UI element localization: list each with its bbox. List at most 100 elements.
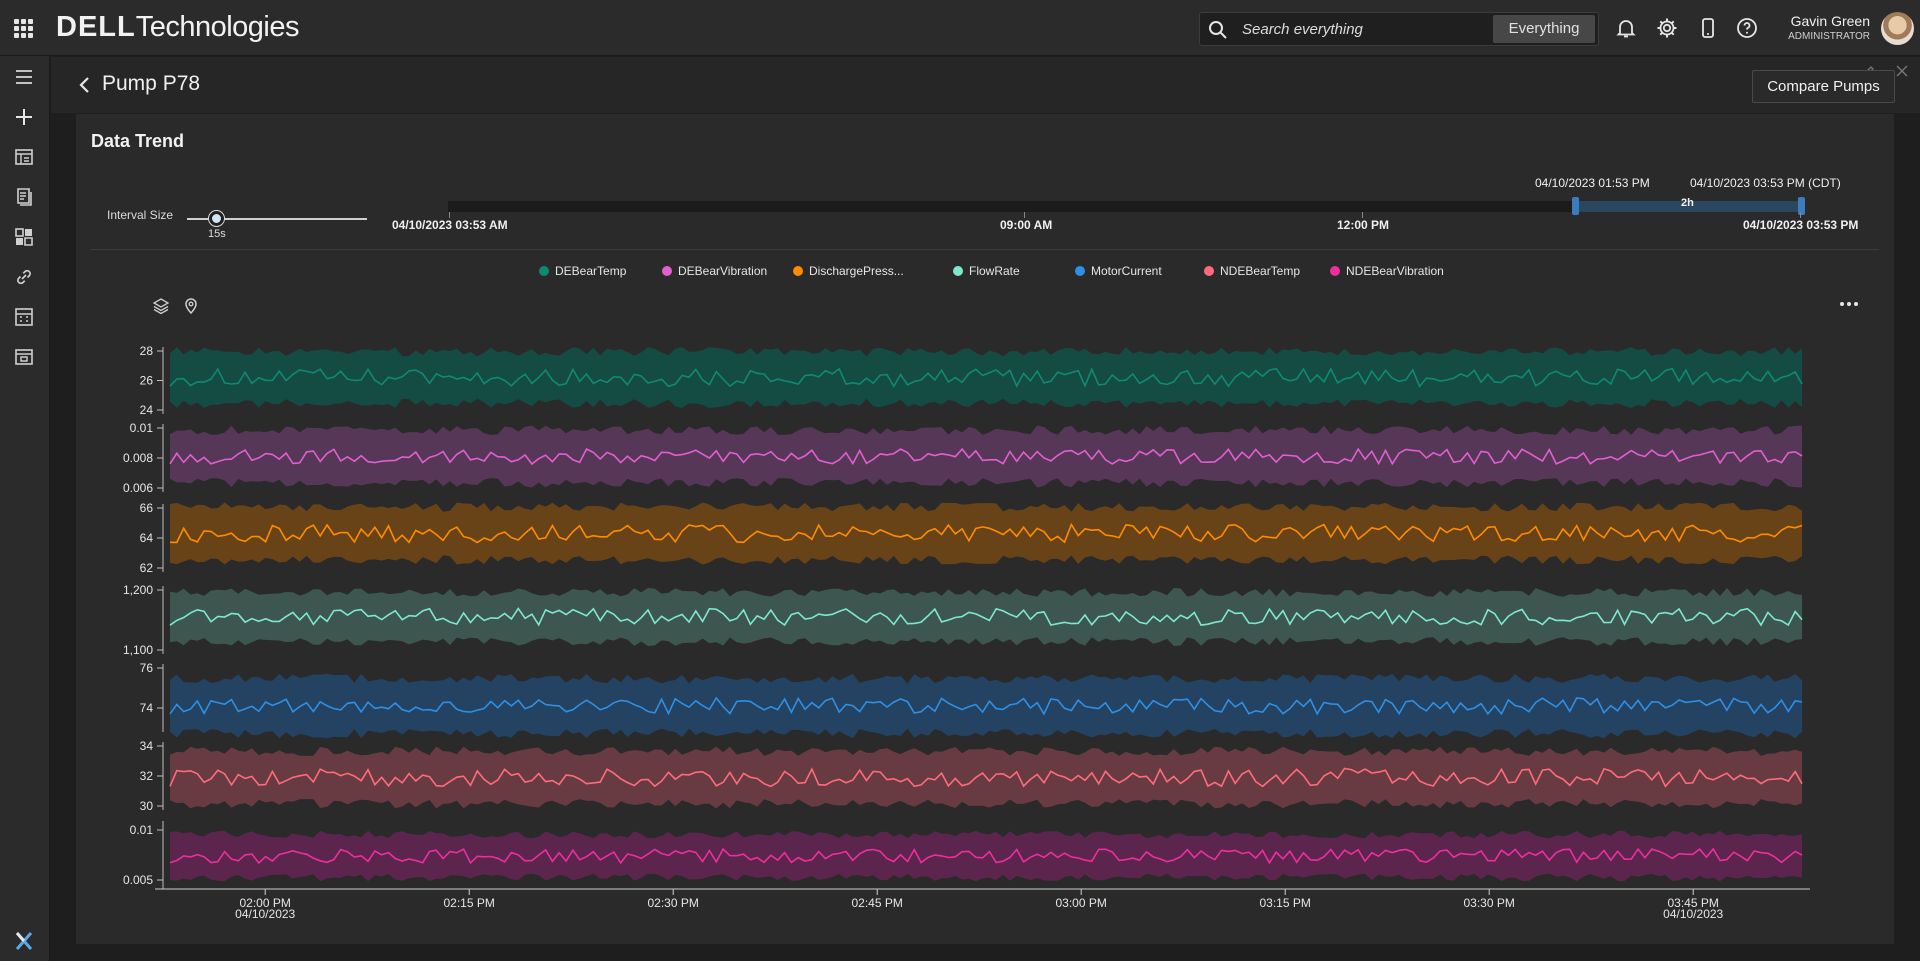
legend-item[interactable]: NDEBearTemp xyxy=(1204,264,1300,278)
dashboard-icon[interactable] xyxy=(12,145,36,169)
navigator-right-handle[interactable] xyxy=(1798,197,1805,215)
compare-pumps-button[interactable]: Compare Pumps xyxy=(1752,70,1895,103)
x-tick-label: 02:45 PM xyxy=(852,896,903,910)
legend-item[interactable]: DEBearVibration xyxy=(662,264,767,278)
search-input[interactable] xyxy=(1242,18,1472,40)
widgets-icon[interactable] xyxy=(12,225,36,249)
menu-icon[interactable] xyxy=(12,65,36,89)
series-line-DischargePress... xyxy=(169,522,1803,544)
back-chevron-icon[interactable] xyxy=(76,74,94,96)
x-tick-label: 02:15 PM xyxy=(444,896,495,910)
y-tick-label: 0.008 xyxy=(123,451,153,465)
series-band-NDEBearVibration xyxy=(170,830,1802,882)
navigator-left-handle[interactable] xyxy=(1572,197,1579,215)
navigator-span-label: 2h xyxy=(1681,197,1694,209)
left-rail xyxy=(0,56,50,961)
page-title: Pump P78 xyxy=(102,72,201,95)
navigator-tick xyxy=(1024,212,1025,218)
table-icon[interactable] xyxy=(12,345,36,369)
more-options-icon[interactable] xyxy=(1838,300,1860,308)
interval-slider-track[interactable] xyxy=(187,218,367,220)
x-tick-label: 02:00 PM xyxy=(240,896,291,910)
x-tick-date-label: 04/10/2023 xyxy=(235,907,295,921)
y-tick-label: 30 xyxy=(140,799,154,813)
navigator-start-label: 04/10/2023 03:53 AM xyxy=(392,218,508,232)
user-role: ADMINISTRATOR xyxy=(1788,31,1870,42)
link-icon[interactable] xyxy=(12,265,36,289)
bell-icon[interactable] xyxy=(1614,16,1638,40)
series-line-DEBearVibration xyxy=(169,447,1803,466)
series-band-DEBearVibration xyxy=(170,425,1802,488)
y-tick-label: 0.01 xyxy=(130,421,154,435)
y-tick-label: 1,100 xyxy=(123,643,153,657)
legend-swatch xyxy=(793,266,803,276)
search-scope-select[interactable]: Everything xyxy=(1493,15,1595,43)
legend-item[interactable]: FlowRate xyxy=(953,264,1020,278)
y-tick-label: 62 xyxy=(140,561,154,575)
page-header xyxy=(51,57,1920,113)
y-tick-label: 76 xyxy=(140,661,154,675)
x-tick-label: 03:15 PM xyxy=(1260,896,1311,910)
y-tick-label: 0.006 xyxy=(123,481,153,495)
location-pin-icon[interactable] xyxy=(182,297,200,315)
legend-item[interactable]: DEBearTemp xyxy=(539,264,626,278)
brand-logo[interactable]: DELLTechnologies xyxy=(56,11,300,43)
legend-swatch xyxy=(539,266,549,276)
x-tick-label: 02:30 PM xyxy=(648,896,699,910)
legend-item[interactable]: DischargePress... xyxy=(793,264,904,278)
interval-size-label: Interval Size xyxy=(107,208,174,222)
navigator-mid-label: 12:00 PM xyxy=(1337,218,1390,232)
legend-item[interactable]: MotorCurrent xyxy=(1075,264,1162,278)
series-band-DEBearTemp xyxy=(170,347,1802,408)
selection-end-label: 04/10/2023 03:53 PM (CDT) xyxy=(1690,176,1841,190)
x-tick-label: 03:00 PM xyxy=(1056,896,1107,910)
calculator-icon[interactable] xyxy=(12,305,36,329)
user-name: Gavin Green xyxy=(1790,13,1870,29)
help-icon[interactable] xyxy=(1735,16,1759,40)
top-bar: DELLTechnologies Everything Gavin Green … xyxy=(0,0,1920,56)
legend-swatch xyxy=(1330,266,1340,276)
y-tick-label: 74 xyxy=(140,701,154,715)
search-icon[interactable] xyxy=(1208,20,1228,40)
navigator-tick xyxy=(1362,212,1363,218)
global-search: Everything xyxy=(1199,12,1599,46)
gear-icon[interactable] xyxy=(1655,16,1679,40)
legend-swatch xyxy=(953,266,963,276)
card-title: Data Trend xyxy=(91,131,185,151)
y-tick-label: 66 xyxy=(140,501,154,515)
y-tick-label: 34 xyxy=(140,739,154,753)
user-info[interactable]: Gavin Green ADMINISTRATOR xyxy=(1780,13,1870,42)
selection-start-label: 04/10/2023 01:53 PM xyxy=(1535,176,1650,190)
x-tick-date-label: 04/10/2023 xyxy=(1663,907,1723,921)
apps-grid-icon[interactable] xyxy=(14,19,33,38)
navigator-tick xyxy=(1800,212,1801,218)
y-tick-label: 0.005 xyxy=(123,873,153,887)
navigator-tick xyxy=(449,212,450,218)
avatar[interactable] xyxy=(1881,12,1914,45)
x-logo-icon[interactable] xyxy=(12,929,36,953)
report-icon[interactable] xyxy=(12,185,36,209)
y-tick-label: 26 xyxy=(140,374,154,388)
plus-icon[interactable] xyxy=(12,105,36,129)
divider xyxy=(91,249,1879,250)
series-line-DEBearTemp xyxy=(169,367,1803,388)
legend-item[interactable]: NDEBearVibration xyxy=(1330,264,1444,278)
y-tick-label: 0.01 xyxy=(130,823,154,837)
y-tick-label: 28 xyxy=(140,344,154,358)
layers-icon[interactable] xyxy=(152,297,170,315)
y-tick-label: 1,200 xyxy=(123,583,153,597)
navigator-mid-label: 09:00 AM xyxy=(1000,218,1053,232)
legend-swatch xyxy=(662,266,672,276)
series-line-NDEBearVibration xyxy=(169,847,1803,865)
series-line-FlowRate xyxy=(169,607,1803,627)
navigator-selection[interactable] xyxy=(1575,201,1801,212)
y-tick-label: 64 xyxy=(140,531,154,545)
navigator-track[interactable] xyxy=(448,201,1801,212)
close-icon[interactable] xyxy=(1895,64,1909,78)
x-tick-label: 03:45 PM xyxy=(1668,896,1719,910)
legend-swatch xyxy=(1075,266,1085,276)
interval-slider-handle[interactable] xyxy=(209,211,224,226)
navigator-end-label: 04/10/2023 03:53 PM xyxy=(1743,218,1859,232)
mobile-icon[interactable] xyxy=(1696,16,1720,40)
